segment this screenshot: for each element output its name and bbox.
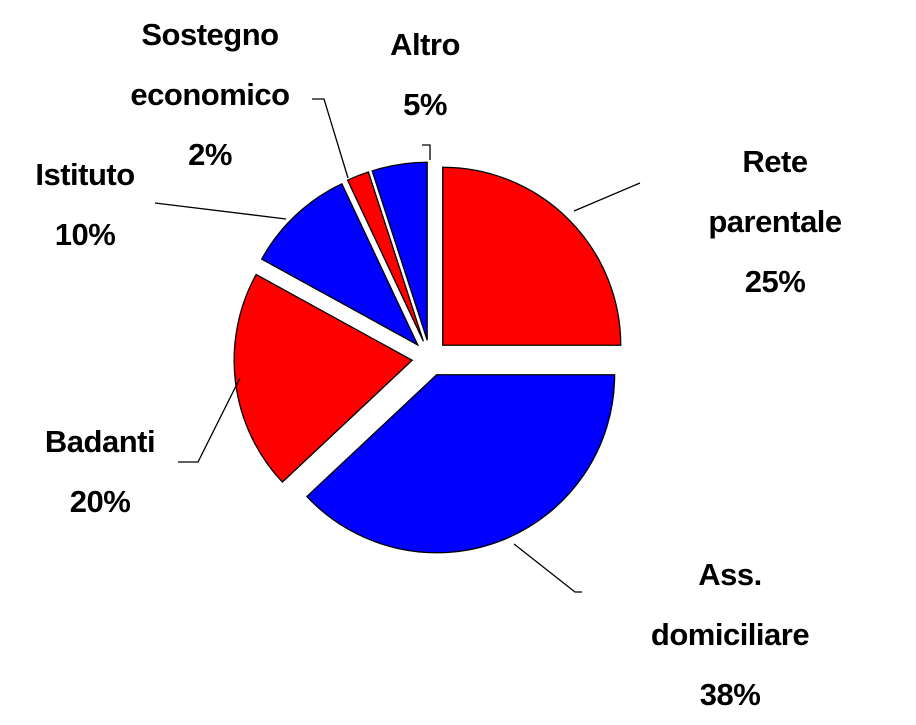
value-label: 5%: [403, 87, 447, 122]
category-label: Ass. domiciliare: [650, 557, 810, 652]
leader-line: [178, 377, 241, 463]
value-label: 20%: [69, 484, 131, 519]
slice-label: Istituto 10%: [35, 145, 135, 265]
category-label: Istituto: [35, 157, 135, 192]
pie-slice: [305, 374, 616, 554]
leader-line: [573, 182, 641, 212]
pie-slice: [260, 182, 420, 347]
page: {"chart_data": {"type": "pie", "categori…: [35, 5, 846, 712]
category-label: Badanti: [44, 424, 156, 459]
value-label: 10%: [54, 217, 116, 252]
pie-slice: [346, 171, 424, 342]
slice-label: Altro 5%: [390, 15, 460, 135]
value-label: 25%: [744, 264, 806, 299]
category-label: Sostegno economico: [130, 17, 290, 112]
slice-label: Badanti 20%: [44, 412, 156, 532]
category-label: Rete parentale: [708, 144, 842, 239]
category-label: Altro: [390, 27, 460, 62]
leader-line: [312, 98, 349, 179]
leader-line: [154, 202, 287, 220]
leader-line: [513, 543, 582, 593]
pie-slice: [371, 161, 428, 341]
pie-slice: [442, 166, 622, 346]
slice-label: Rete parentale 25%: [705, 132, 846, 312]
leader-line: [422, 144, 431, 160]
slice-label: Sostegno economico 2%: [120, 5, 300, 185]
value-label: 38%: [699, 677, 761, 712]
slice-label: Ass. domiciliare 38%: [637, 545, 823, 725]
pie-slice: [233, 273, 414, 484]
chart: [154, 98, 641, 593]
value-label: 2%: [188, 137, 232, 172]
